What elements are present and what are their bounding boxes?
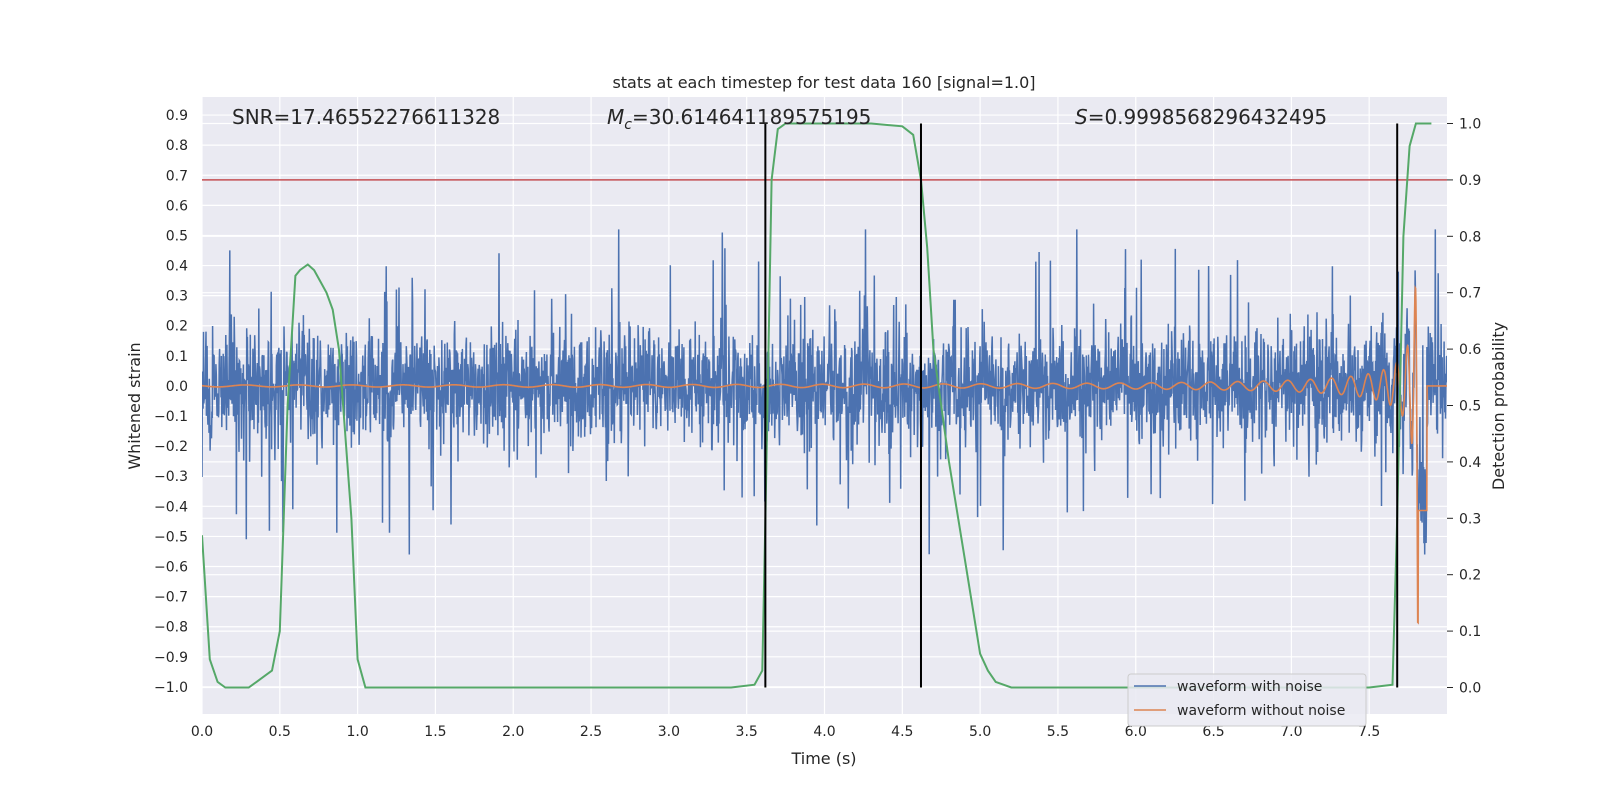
x-tick-label: 4.5 bbox=[891, 724, 913, 740]
x-tick-label: 6.5 bbox=[1202, 724, 1224, 740]
x-tick-label: 6.0 bbox=[1125, 724, 1147, 740]
x-tick-label: 7.5 bbox=[1358, 724, 1380, 740]
snr-annotation: SNR=17.46552276611328 bbox=[232, 105, 500, 129]
y-tick-label: 0.4 bbox=[166, 259, 188, 275]
x-tick-label: 1.0 bbox=[346, 724, 368, 740]
x-tick-label: 5.5 bbox=[1047, 724, 1069, 740]
x-tick-label: 1.5 bbox=[424, 724, 446, 740]
x-tick-label: 3.5 bbox=[736, 724, 758, 740]
legend-label-noise: waveform with noise bbox=[1177, 679, 1322, 695]
legend-box bbox=[1127, 673, 1367, 727]
y-tick-label: −0.6 bbox=[154, 560, 188, 576]
y-tick-label: 0.0 bbox=[166, 379, 188, 395]
y2-axis-ticks: 1.0 0.9 0.8 0.7 0.6 0.5 0.4 0.3 0.2 0.1 0.0 bbox=[1447, 117, 1481, 696]
series-line-waveform-with-noise bbox=[202, 229, 1447, 556]
y-tick-label: −0.1 bbox=[154, 409, 188, 425]
mc-value: =30.614641189575195 bbox=[632, 105, 871, 129]
y-tick-label: 0.2 bbox=[166, 319, 188, 335]
y-axis-ticks: 0.9 0.8 0.7 0.6 0.5 0.4 0.3 0.2 0.1 0.0 −0.1 −0.2 −0… bbox=[154, 108, 188, 696]
y-tick-label: −0.5 bbox=[154, 529, 188, 545]
y2-tick-label: 0.5 bbox=[1459, 399, 1481, 415]
y2-axis-label: Detection probability bbox=[1489, 322, 1508, 490]
mc-symbol: M bbox=[607, 105, 624, 129]
y-tick-label: 0.8 bbox=[166, 138, 188, 154]
y2-tick-label: 0.0 bbox=[1459, 680, 1481, 696]
x-tick-label: 4.0 bbox=[813, 724, 835, 740]
y-tick-label: −0.8 bbox=[154, 620, 188, 636]
s-symbol: S bbox=[1075, 105, 1088, 129]
y-tick-label: 0.1 bbox=[166, 349, 188, 365]
x-tick-label: 2.0 bbox=[502, 724, 524, 740]
y-tick-label: −0.3 bbox=[154, 469, 188, 485]
y2-tick-label: 0.2 bbox=[1459, 568, 1481, 584]
x-axis-ticks: 0.0 0.5 1.0 1.5 2.0 2.5 3.0 3.5 4.0 4.5 5.0 5.5 6.0 6… bbox=[191, 724, 1380, 740]
x-tick-label: 2.5 bbox=[580, 724, 602, 740]
y2-tick-label: 0.7 bbox=[1459, 286, 1481, 302]
x-tick-label: 7.0 bbox=[1280, 724, 1302, 740]
x-tick-label: 5.0 bbox=[969, 724, 991, 740]
y-tick-label: −1.0 bbox=[154, 680, 188, 696]
y-tick-label: 0.9 bbox=[166, 108, 188, 124]
y2-tick-label: 0.9 bbox=[1459, 173, 1481, 189]
y2-tick-label: 0.6 bbox=[1459, 342, 1481, 358]
plot-area bbox=[202, 122, 1447, 689]
y-axis-label: Whitened strain bbox=[125, 342, 144, 469]
y-tick-label: 0.3 bbox=[166, 289, 188, 305]
legend: waveform with noise waveform without noi… bbox=[1127, 673, 1367, 727]
y2-tick-label: 0.3 bbox=[1459, 511, 1481, 527]
x-axis-label: Time (s) bbox=[790, 749, 856, 768]
y2-tick-label: 0.8 bbox=[1459, 229, 1481, 245]
mc-annotation: Mc=30.614641189575195 bbox=[607, 105, 871, 133]
series-line-detection-probability bbox=[202, 122, 1432, 689]
y2-tick-label: 1.0 bbox=[1459, 117, 1481, 133]
s-annotation: S=0.9998568296432495 bbox=[1075, 105, 1327, 129]
y-tick-label: −0.4 bbox=[154, 499, 188, 515]
y-tick-label: −0.9 bbox=[154, 650, 188, 666]
x-tick-label: 3.0 bbox=[658, 724, 680, 740]
y-tick-label: −0.7 bbox=[154, 590, 188, 606]
y2-tick-label: 0.4 bbox=[1459, 455, 1481, 471]
legend-label-clean: waveform without noise bbox=[1177, 703, 1345, 719]
y-tick-label: 0.6 bbox=[166, 198, 188, 214]
x-tick-label: 0.0 bbox=[191, 724, 213, 740]
x-tick-label: 0.5 bbox=[269, 724, 291, 740]
y-tick-label: −0.2 bbox=[154, 439, 188, 455]
s-value: =0.9998568296432495 bbox=[1088, 105, 1327, 129]
mc-subscript: c bbox=[624, 117, 632, 133]
y2-tick-label: 0.1 bbox=[1459, 624, 1481, 640]
series-line-waveform-without-noise bbox=[202, 284, 1447, 625]
chart-title: stats at each timestep for test data 160… bbox=[612, 73, 1035, 92]
y-tick-label: 0.5 bbox=[166, 228, 188, 244]
y-tick-label: 0.7 bbox=[166, 168, 188, 184]
